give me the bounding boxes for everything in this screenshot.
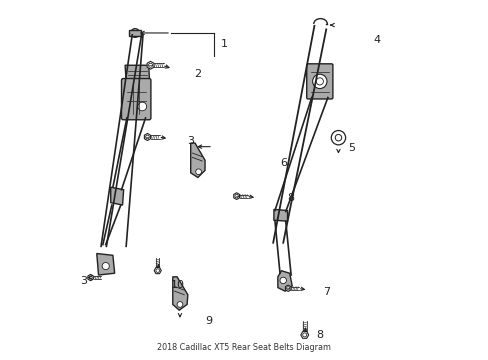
FancyBboxPatch shape	[121, 78, 151, 120]
FancyBboxPatch shape	[306, 64, 332, 99]
Text: 2: 2	[194, 69, 201, 79]
Polygon shape	[128, 30, 140, 36]
Polygon shape	[300, 332, 308, 338]
Text: 1: 1	[221, 39, 228, 49]
Text: 2018 Cadillac XT5 Rear Seat Belts Diagram: 2018 Cadillac XT5 Rear Seat Belts Diagra…	[157, 343, 331, 352]
Polygon shape	[172, 277, 187, 310]
Circle shape	[102, 262, 109, 270]
Circle shape	[145, 135, 149, 139]
Circle shape	[131, 29, 139, 37]
Circle shape	[195, 169, 201, 175]
Text: 8: 8	[316, 330, 323, 340]
Polygon shape	[277, 271, 292, 291]
Circle shape	[148, 63, 152, 67]
Polygon shape	[88, 274, 93, 281]
Circle shape	[177, 302, 183, 307]
Circle shape	[316, 78, 323, 85]
Text: 4: 4	[373, 35, 380, 45]
Circle shape	[302, 333, 306, 337]
Polygon shape	[144, 134, 150, 140]
Circle shape	[330, 131, 345, 145]
Polygon shape	[233, 193, 239, 199]
Text: 10: 10	[171, 280, 184, 290]
Text: 9: 9	[204, 316, 212, 325]
Circle shape	[286, 287, 289, 290]
Circle shape	[335, 134, 341, 141]
Polygon shape	[154, 267, 161, 274]
Text: 6: 6	[280, 158, 287, 168]
Text: 3: 3	[187, 136, 194, 145]
Circle shape	[89, 276, 92, 279]
Text: 8: 8	[287, 193, 294, 203]
Text: 3: 3	[80, 276, 86, 286]
Polygon shape	[97, 253, 115, 275]
Polygon shape	[285, 285, 290, 292]
Text: 7: 7	[323, 287, 330, 297]
Circle shape	[280, 277, 286, 284]
Circle shape	[138, 102, 146, 111]
Circle shape	[234, 194, 238, 198]
Text: 5: 5	[348, 143, 355, 153]
Polygon shape	[110, 187, 123, 205]
Polygon shape	[147, 61, 154, 69]
Circle shape	[156, 269, 159, 273]
Circle shape	[312, 74, 326, 89]
Polygon shape	[125, 65, 149, 81]
Polygon shape	[190, 143, 204, 177]
Polygon shape	[273, 210, 287, 221]
